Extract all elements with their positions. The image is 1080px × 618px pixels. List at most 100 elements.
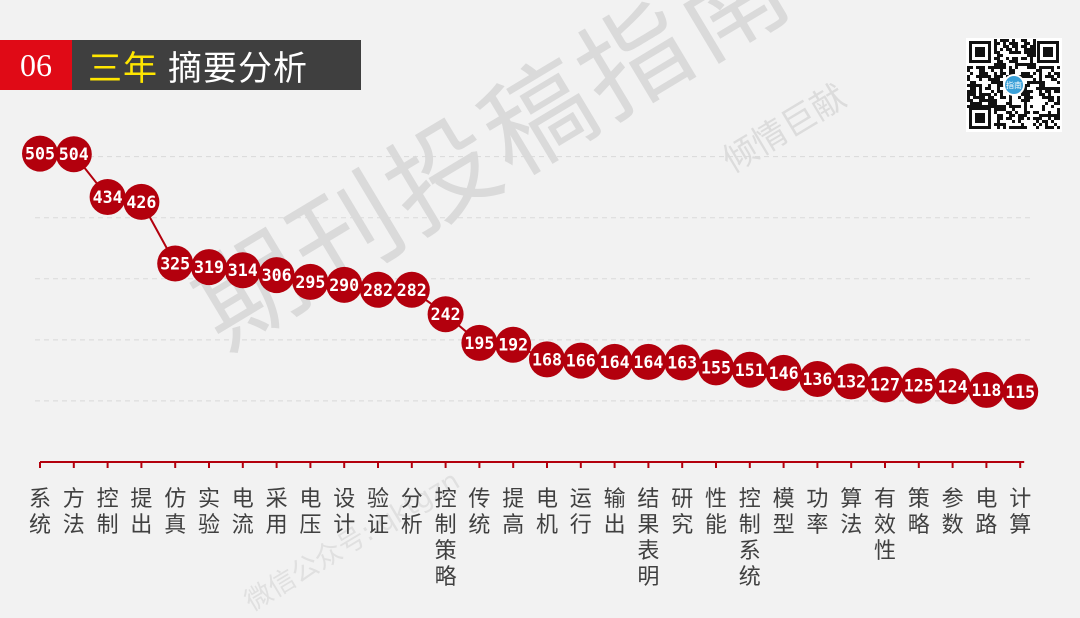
data-point: 132 [833,363,870,400]
data-point: 242 [427,296,464,333]
svg-text:模: 模 [773,487,795,512]
svg-text:效: 效 [874,513,896,538]
qr-code-icon: 指南 [966,38,1062,132]
x-tick-label: 采用 [266,487,288,538]
data-label: 146 [769,364,799,384]
data-marker [833,363,870,400]
svg-text:系: 系 [739,539,761,564]
x-tick-label: 电压 [299,487,321,538]
svg-text:路: 路 [975,513,997,538]
svg-text:算: 算 [840,487,862,512]
svg-text:有: 有 [874,487,896,512]
data-point: 192 [495,326,532,363]
data-label: 155 [701,358,731,378]
x-tick-label: 研究 [671,487,693,538]
svg-text:策: 策 [908,487,930,512]
data-marker [1002,373,1039,410]
data-point: 124 [934,368,971,405]
svg-text:计: 计 [1009,487,1031,512]
x-tick-label: 模型 [773,487,795,538]
svg-text:制: 制 [97,513,119,538]
svg-text:出: 出 [130,513,152,538]
data-label: 282 [397,281,427,301]
svg-text:运: 运 [570,487,592,512]
x-tick-label: 仿真 [164,487,186,538]
data-point: 295 [292,263,329,300]
x-tick-label: 提高 [502,487,524,538]
svg-text:研: 研 [671,487,693,512]
data-marker [596,343,633,380]
data-point: 325 [157,245,194,282]
data-marker [731,351,768,388]
svg-text:电: 电 [299,487,321,512]
x-tick-label: 验证 [367,487,389,538]
svg-text:计: 计 [333,513,355,538]
data-marker [562,342,599,379]
svg-text:制: 制 [435,513,457,538]
x-tick-label: 性能 [705,487,727,538]
data-label: 314 [228,261,258,281]
svg-text:统: 统 [29,513,51,538]
data-point: 426 [123,183,160,220]
svg-text:验: 验 [367,487,389,512]
svg-text:采: 采 [266,487,288,512]
data-point: 164 [630,343,667,380]
x-tick-label: 参数 [942,487,964,538]
data-point: 319 [191,249,227,286]
data-point: 505 [22,135,58,172]
x-tick-label: 系统 [29,487,51,538]
title-highlight: 三年 [88,48,158,89]
svg-text:用: 用 [266,513,288,538]
data-point: 146 [765,354,802,391]
data-marker [224,252,261,289]
data-label: 434 [93,188,123,208]
x-tick-label: 算法 [840,487,862,538]
x-tick-label: 输出 [604,487,626,538]
data-point: 118 [968,371,1005,408]
x-tick-label: 功率 [806,487,828,538]
svg-text:率: 率 [806,513,828,538]
data-point: 434 [89,178,126,215]
svg-text:证: 证 [367,513,389,538]
x-tick-label: 方法 [63,487,85,538]
data-point: 168 [529,341,565,378]
data-label: 242 [431,305,461,325]
data-label: 132 [836,372,866,392]
svg-text:功: 功 [806,487,828,512]
svg-text:电: 电 [975,487,997,512]
x-tick-label: 运行 [570,487,592,538]
svg-text:出: 出 [604,513,626,538]
data-label: 118 [971,381,1001,401]
svg-text:能: 能 [705,513,727,538]
data-label: 426 [126,193,156,213]
svg-text:数: 数 [942,513,964,538]
svg-text:析: 析 [401,513,423,538]
x-tick-label: 设计 [333,487,355,538]
data-point: 125 [900,367,937,404]
data-point: 282 [393,271,430,308]
svg-text:高: 高 [502,513,524,538]
svg-text:系: 系 [29,487,51,512]
data-marker [360,271,396,308]
svg-text:法: 法 [840,513,862,538]
data-marker [664,344,701,381]
data-label: 290 [329,276,359,296]
data-marker [698,349,734,386]
data-label: 124 [938,377,968,397]
svg-text:性: 性 [874,539,896,564]
data-label: 115 [1005,383,1035,403]
svg-text:输: 输 [604,487,626,512]
data-point: 166 [562,342,599,379]
svg-text:型: 型 [773,513,795,538]
svg-text:控: 控 [97,487,119,512]
section-header: 06 三年 摘要分析 [0,40,361,90]
data-point: 151 [731,351,768,388]
svg-text:性: 性 [705,487,727,512]
data-label: 306 [262,266,292,286]
data-marker [326,266,363,303]
data-marker [22,135,58,172]
svg-text:验: 验 [198,513,220,538]
